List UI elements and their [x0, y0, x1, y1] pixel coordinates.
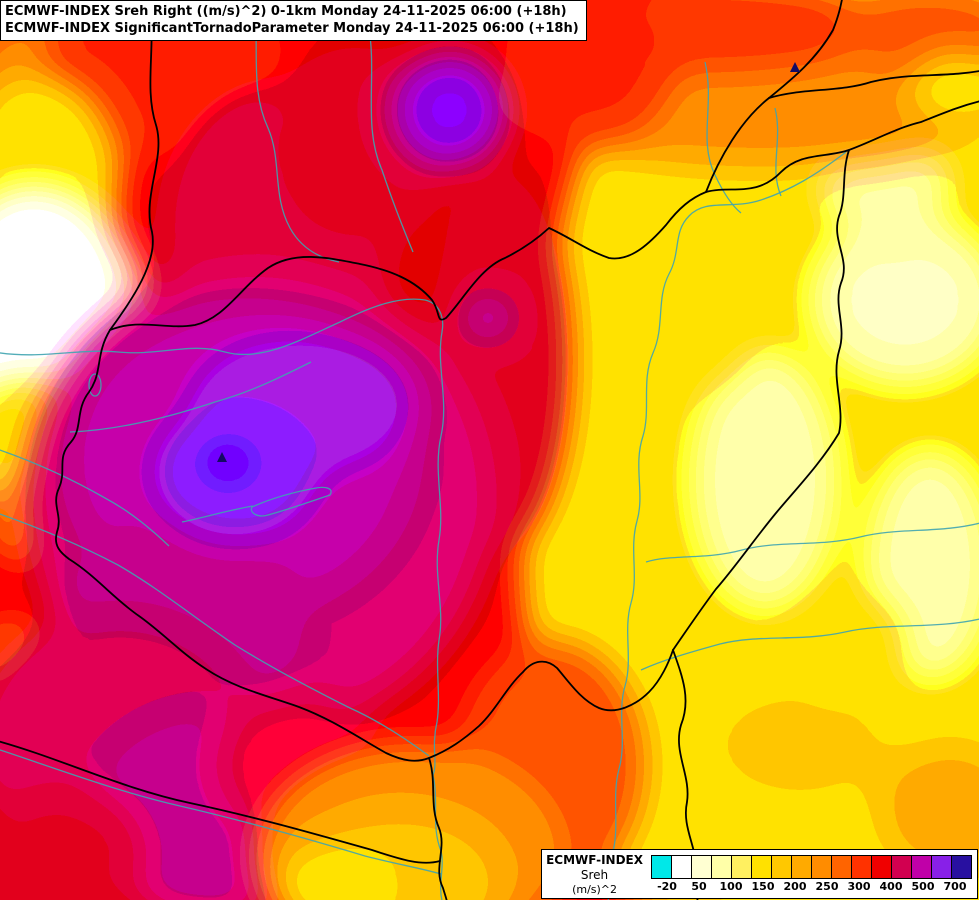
river-hron — [367, 21, 414, 253]
legend-parameter-name: Sreh — [580, 868, 609, 882]
river-vah — [252, 0, 340, 263]
river-zala — [181, 505, 254, 523]
river-mura — [0, 449, 170, 547]
legend-color-cell — [851, 854, 872, 879]
border-topright-branch — [768, 70, 979, 99]
legend-tick-label: 100 — [719, 879, 743, 893]
border-east — [672, 149, 850, 651]
legend-color-cell — [671, 854, 692, 879]
border-north — [109, 100, 979, 331]
legend-colorbar — [651, 854, 972, 879]
extremum-marker — [217, 452, 227, 462]
legend-tick-label: -20 — [657, 879, 677, 893]
title-line-tornado: ECMWF-INDEX SignificantTornadoParameter … — [5, 21, 579, 36]
legend-tick-label: 200 — [783, 879, 807, 893]
lake-neusiedl — [88, 373, 102, 397]
legend-tick-label: 150 — [751, 879, 775, 893]
legend-color-cell — [831, 854, 852, 879]
legend-tick-label: 500 — [911, 879, 935, 893]
legend-tick-label: 300 — [847, 879, 871, 893]
legend-color-cell — [911, 854, 932, 879]
title-box: ECMWF-INDEX Sreh Right ((m/s)^2) 0-1km M… — [0, 0, 587, 41]
river-raba — [69, 361, 312, 433]
legend-color-cell — [771, 854, 792, 879]
legend-color-cell — [931, 854, 952, 879]
legend-color-cell — [751, 854, 772, 879]
legend-units: (m/s)^2 — [572, 883, 618, 896]
legend-color-cell — [951, 854, 972, 879]
legend-color-cell — [691, 854, 712, 879]
border-northwest — [109, 0, 160, 331]
border-south-center — [428, 757, 448, 900]
river-koros — [645, 522, 979, 563]
river-bodrog — [704, 61, 742, 214]
markers-layer — [217, 62, 800, 462]
river-tisza — [607, 151, 847, 900]
legend-tick-labels: -20 50 100 150 200 250 300 400 500 700 — [651, 880, 972, 895]
legend-color-cell — [791, 854, 812, 879]
river-hernad — [774, 107, 782, 197]
river-sava — [0, 749, 442, 875]
river-maros — [640, 618, 979, 671]
river-drava — [0, 513, 430, 757]
extremum-marker — [790, 62, 800, 72]
river-danube — [0, 298, 445, 900]
legend-model-name: ECMWF-INDEX — [546, 853, 643, 867]
legend-color-cell — [731, 854, 752, 879]
border-southwest — [0, 740, 441, 864]
legend-tick-label: 700 — [943, 879, 967, 893]
legend-tick-label: 250 — [815, 879, 839, 893]
legend-color-cell — [811, 854, 832, 879]
legend-color-cell — [651, 854, 672, 879]
legend-scale: -20 50 100 150 200 250 300 400 500 700 — [651, 854, 972, 895]
border-west-south — [55, 329, 674, 762]
legend-tick-label: 50 — [691, 879, 707, 893]
legend-tick-label: 400 — [879, 879, 903, 893]
legend-meta: ECMWF-INDEX Sreh (m/s)^2 — [546, 853, 643, 896]
lake-balaton — [250, 486, 332, 517]
legend-color-cell — [871, 854, 892, 879]
legend-color-cell — [711, 854, 732, 879]
border-northeast-branch — [705, 0, 843, 193]
title-line-sreh: ECMWF-INDEX Sreh Right ((m/s)^2) 0-1km M… — [5, 4, 567, 19]
legend-box: ECMWF-INDEX Sreh (m/s)^2 -20 50 100 150 200 2… — [541, 849, 978, 899]
legend-color-cell — [891, 854, 912, 879]
